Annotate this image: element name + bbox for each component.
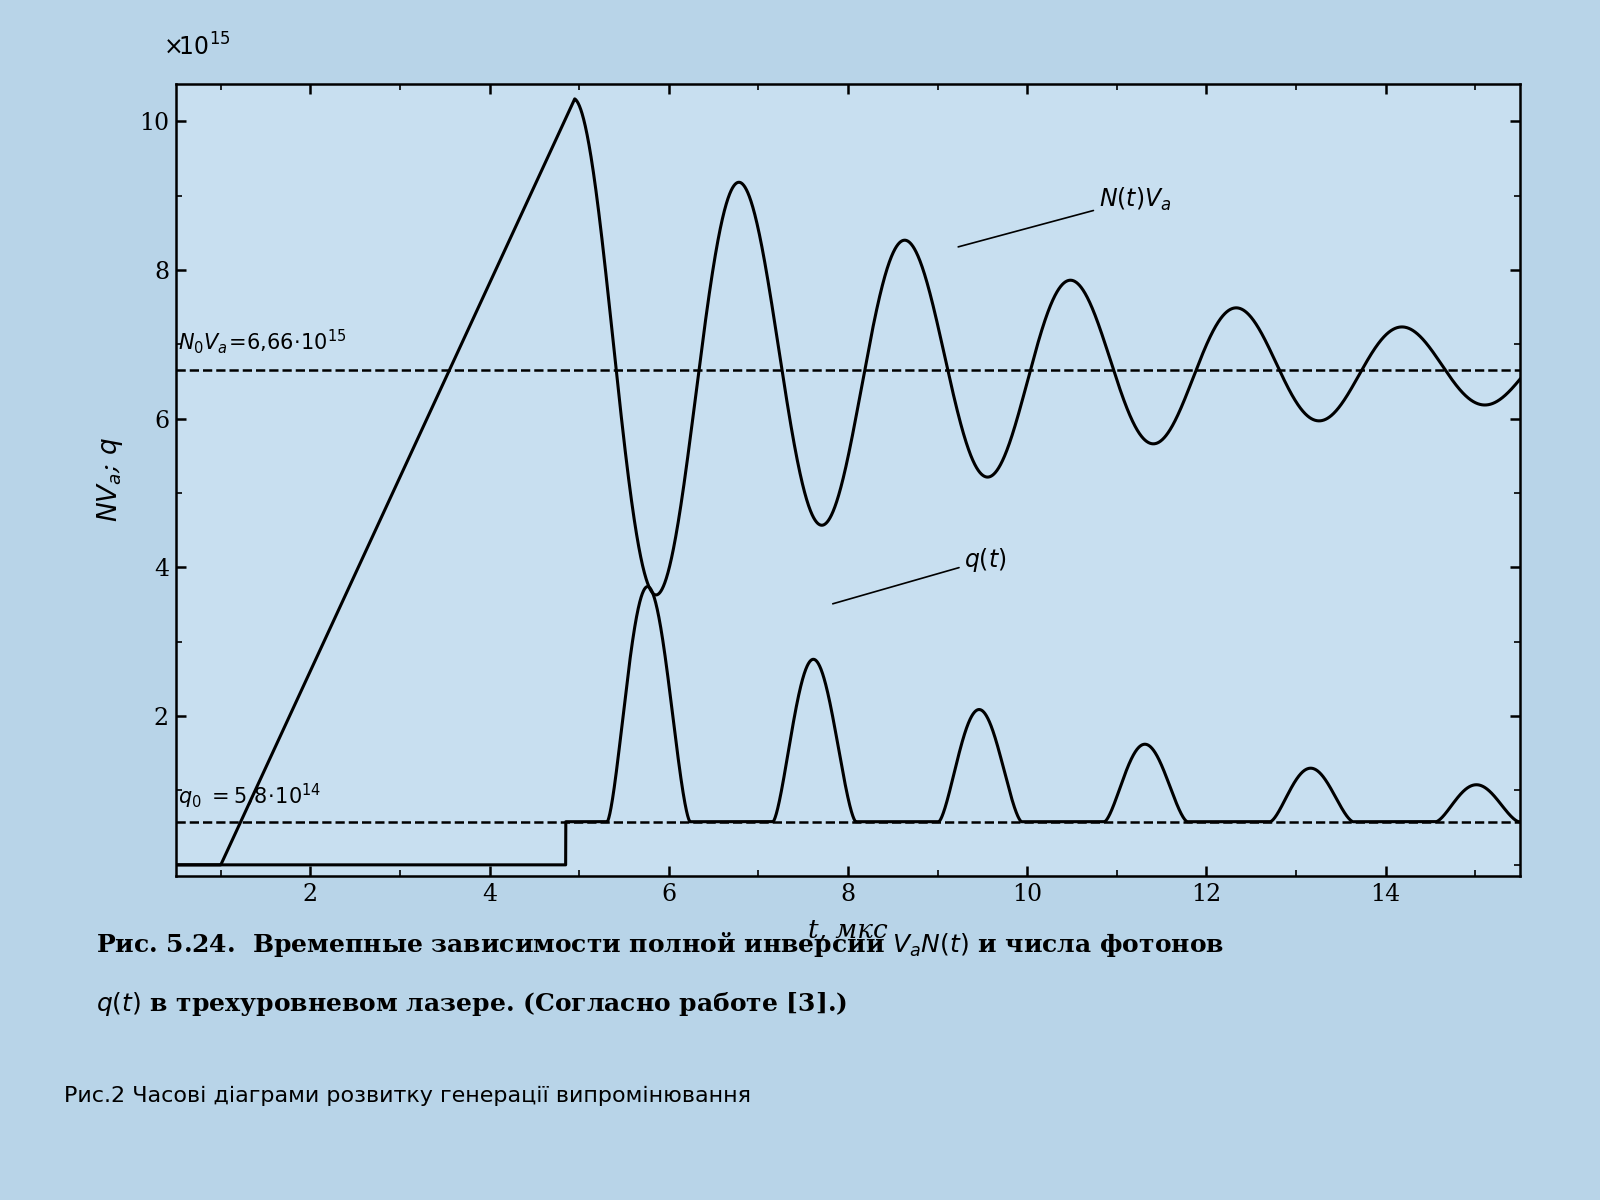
Text: $q_0\ =5{,}8\!\cdot\!10^{14}$: $q_0\ =5{,}8\!\cdot\!10^{14}$ (178, 781, 322, 810)
Text: $\times\!10^{15}$: $\times\!10^{15}$ (163, 34, 230, 60)
Text: $N_0V_a\!=\!6{,}66\!\cdot\!10^{15}$: $N_0V_a\!=\!6{,}66\!\cdot\!10^{15}$ (178, 328, 347, 356)
Text: $N(t)V_a$: $N(t)V_a$ (958, 186, 1171, 247)
Y-axis label: $NV_a$; $q$: $NV_a$; $q$ (94, 438, 125, 522)
Text: Рис. 5.24.  Времепные зависимости полной инверсии $V_aN(t)$ и числа фотонов: Рис. 5.24. Времепные зависимости полной … (96, 930, 1224, 959)
X-axis label: t, мкс: t, мкс (808, 917, 888, 942)
Text: $q(t)$ в трехуровневом лазере. (Согласно работе [3].): $q(t)$ в трехуровневом лазере. (Согласно… (96, 990, 846, 1018)
Text: Рис.2 Часові діаграми розвитку генерації випромінювання: Рис.2 Часові діаграми розвитку генерації… (64, 1086, 750, 1106)
Text: $q(t)$: $q(t)$ (832, 546, 1006, 604)
